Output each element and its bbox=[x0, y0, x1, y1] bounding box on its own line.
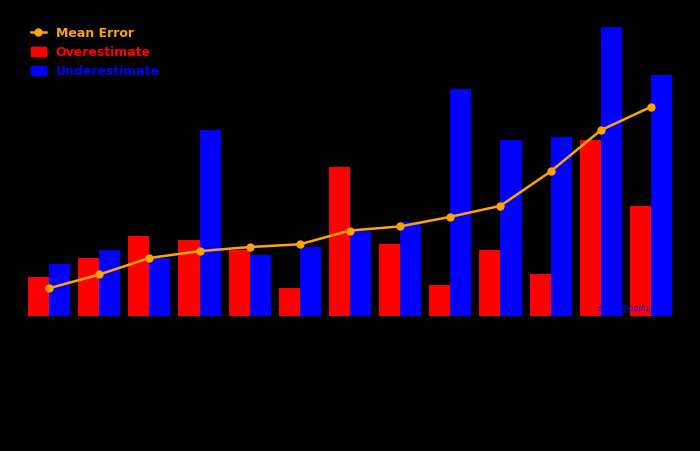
Bar bbox=[379, 244, 400, 316]
Bar bbox=[49, 263, 70, 316]
Legend: Mean Error, Overestimate, Underestimate: Mean Error, Overestimate, Underestimate bbox=[27, 23, 164, 82]
Bar bbox=[529, 275, 551, 316]
Bar bbox=[199, 130, 220, 316]
Bar bbox=[78, 258, 99, 316]
Bar bbox=[229, 250, 250, 316]
Bar bbox=[500, 140, 522, 316]
Bar bbox=[551, 137, 572, 316]
Text: siddu@pollu.org: siddu@pollu.org bbox=[598, 304, 666, 313]
Bar bbox=[250, 255, 271, 316]
Bar bbox=[651, 75, 672, 316]
Bar bbox=[350, 230, 371, 316]
Bar bbox=[450, 89, 471, 316]
Bar bbox=[580, 140, 601, 316]
Bar bbox=[601, 27, 622, 316]
Bar bbox=[178, 240, 199, 316]
Bar bbox=[480, 250, 500, 316]
Bar bbox=[429, 285, 450, 316]
Bar bbox=[28, 277, 49, 316]
Bar bbox=[128, 236, 149, 316]
Bar bbox=[279, 288, 300, 316]
Bar bbox=[149, 258, 171, 316]
Bar bbox=[300, 247, 321, 316]
Bar bbox=[630, 206, 651, 316]
Bar bbox=[99, 250, 120, 316]
Bar bbox=[400, 222, 421, 316]
Bar bbox=[329, 167, 350, 316]
